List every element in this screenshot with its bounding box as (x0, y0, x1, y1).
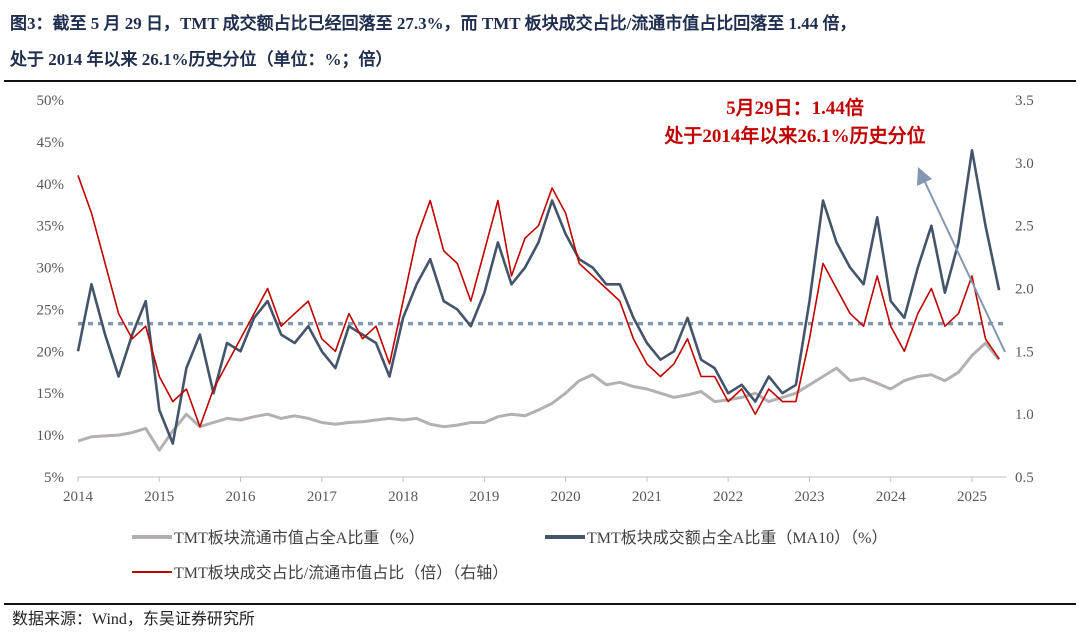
series-line-1 (77, 341, 1001, 452)
y-left-tick-label: 15% (37, 386, 65, 402)
y-left-tick-label: 40% (37, 177, 65, 193)
y-right-tick-label: 1.0 (1015, 407, 1034, 423)
annotation-arrow (923, 179, 1006, 353)
y-left-tick-label: 35% (37, 219, 65, 235)
x-tick-label: 2018 (388, 489, 418, 505)
series-line-3 (77, 175, 1000, 428)
y-left-tick-label: 30% (37, 261, 65, 277)
annotation-line-2: 处于2014年以来26.1%历史分位 (663, 124, 925, 147)
arrow-head-icon (917, 167, 932, 186)
y-left-tick-label: 20% (37, 344, 65, 360)
x-tick-label: 2023 (794, 489, 824, 505)
source-divider (4, 603, 1076, 605)
title-divider (4, 80, 1076, 82)
title-line-2: 处于 2014 年以来 26.1%历史分位（单位：%；倍） (10, 50, 393, 69)
figure-title: 图3：截至 5 月 29 日，TMT 成交额占比已经回落至 27.3%，而 TM… (10, 6, 1070, 78)
x-tick-label: 2025 (957, 489, 987, 505)
legend-label: TMT板块流通市值占全A比重（%） (174, 529, 425, 547)
x-tick-label: 2024 (876, 489, 907, 505)
x-tick-label: 2015 (144, 489, 174, 505)
y-right-tick-label: 1.5 (1015, 344, 1034, 360)
y-right-tick-label: 3.0 (1015, 156, 1034, 172)
x-tick-label: 2017 (307, 489, 338, 505)
title-line-1: 图3：截至 5 月 29 日，TMT 成交额占比已经回落至 27.3%，而 TM… (10, 14, 857, 33)
x-tick-label: 2020 (551, 489, 581, 505)
x-tick-label: 2022 (713, 489, 743, 505)
series-line-2 (76, 149, 1001, 445)
y-right-tick-label: 2.0 (1015, 282, 1034, 298)
legend-label: TMT板块成交占比/流通市值占比（倍）（右轴） (174, 564, 508, 582)
x-tick-label: 2014 (63, 489, 94, 505)
y-left-tick-label: 50% (37, 93, 65, 109)
legend-label: TMT板块成交额占全A比重（MA10）（%） (587, 529, 887, 547)
y-right-tick-label: 2.5 (1015, 219, 1034, 235)
x-tick-label: 2021 (632, 489, 662, 505)
y-left-tick-label: 25% (37, 302, 65, 318)
y-left-tick-label: 45% (37, 135, 65, 151)
y-right-tick-label: 0.5 (1015, 470, 1034, 486)
x-tick-label: 2019 (469, 489, 499, 505)
y-left-tick-label: 10% (37, 428, 65, 444)
x-tick-label: 2016 (226, 489, 257, 505)
annotation-line-1: 5月29日：1.44倍 (726, 96, 864, 119)
y-right-tick-label: 3.5 (1015, 93, 1034, 109)
y-left-tick-label: 5% (44, 470, 64, 486)
source-note: 数据来源：Wind，东吴证券研究所 (12, 611, 255, 628)
